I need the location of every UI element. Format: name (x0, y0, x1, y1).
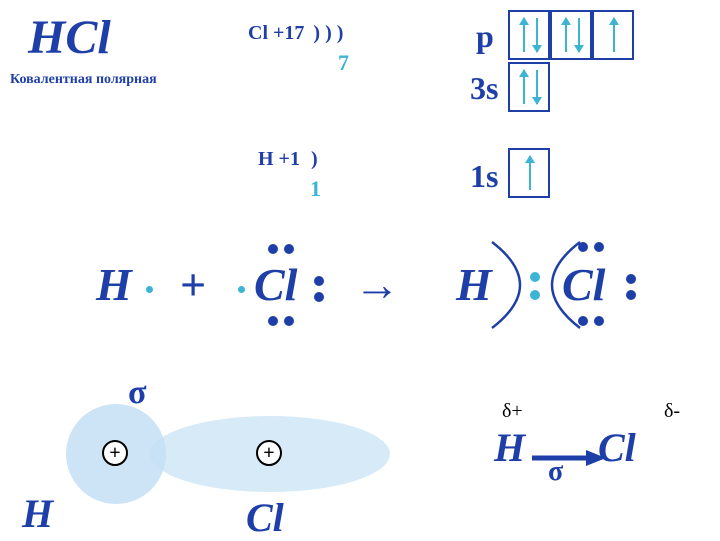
delta-minus: δ- (664, 400, 680, 423)
pcl-t2 (594, 242, 604, 252)
cl-valence: 7 (338, 50, 349, 76)
pcl-t1 (578, 242, 588, 252)
lewis-cl-reactant-group: Cl (230, 240, 350, 330)
sigma-h-label: H (22, 490, 53, 537)
h-shell-label: H +1 ) (258, 148, 318, 171)
lewis-plus: + (180, 258, 206, 311)
cl-dot-b1 (268, 316, 278, 326)
cl-dot-left (238, 286, 245, 293)
pcl-r1 (626, 274, 636, 284)
lewis-h-dot (146, 286, 153, 293)
h-nucleus: + (102, 440, 128, 466)
lewis-cl-reactant: Cl (254, 258, 297, 311)
3s-box (508, 62, 550, 112)
pcl-r2 (626, 290, 636, 300)
cl-dot-top2 (284, 244, 294, 254)
p-box-3 (592, 10, 634, 60)
cl-dot-r2 (314, 292, 324, 302)
sigma-diagram: σ + + H Cl (50, 380, 430, 530)
3s-orbital-label: 3s (470, 70, 498, 107)
bond-type-label: Ковалентная полярная (10, 72, 157, 88)
cl-parens: ) ) ) (313, 22, 343, 44)
3s-orbitals (508, 62, 550, 112)
h-charge: H +1 (258, 148, 300, 170)
1s-orbitals (508, 148, 550, 198)
p-orbitals (508, 10, 634, 60)
delta-plus: δ+ (502, 400, 523, 423)
cl-shell-label: Cl +17 ) ) ) (248, 22, 343, 45)
pcl-b1 (578, 316, 588, 326)
polarity-diagram: δ+ δ- H Cl σ (492, 400, 702, 510)
p-box-1 (508, 10, 550, 60)
shared-dot-1 (530, 272, 540, 282)
1s-orbital-label: 1s (470, 158, 498, 195)
lewis-cl-product: Cl (562, 258, 605, 311)
sigma-cl-label: Cl (246, 494, 284, 541)
shared-dot-2 (530, 290, 540, 300)
p-box-2 (550, 10, 592, 60)
lewis-h-reactant: H (96, 258, 132, 311)
dipole-arrow (522, 442, 642, 482)
lewis-arrow: → (354, 258, 400, 311)
cl-charge: Cl +17 (248, 22, 304, 44)
lewis-product-group: H Cl (430, 230, 690, 340)
polarity-sigma: σ (548, 456, 563, 488)
p-orbital-label: p (476, 18, 494, 55)
1s-box (508, 148, 550, 198)
cl-dot-b2 (284, 316, 294, 326)
h-valence: 1 (310, 176, 321, 202)
polarity-h: H (494, 424, 525, 471)
lewis-h-product: H (456, 258, 492, 311)
formula-title: HCl (28, 10, 111, 65)
cl-dot-top1 (268, 244, 278, 254)
cl-dot-r1 (314, 276, 324, 286)
pcl-b2 (594, 316, 604, 326)
h-parens: ) (311, 148, 318, 170)
cl-nucleus: + (256, 440, 282, 466)
